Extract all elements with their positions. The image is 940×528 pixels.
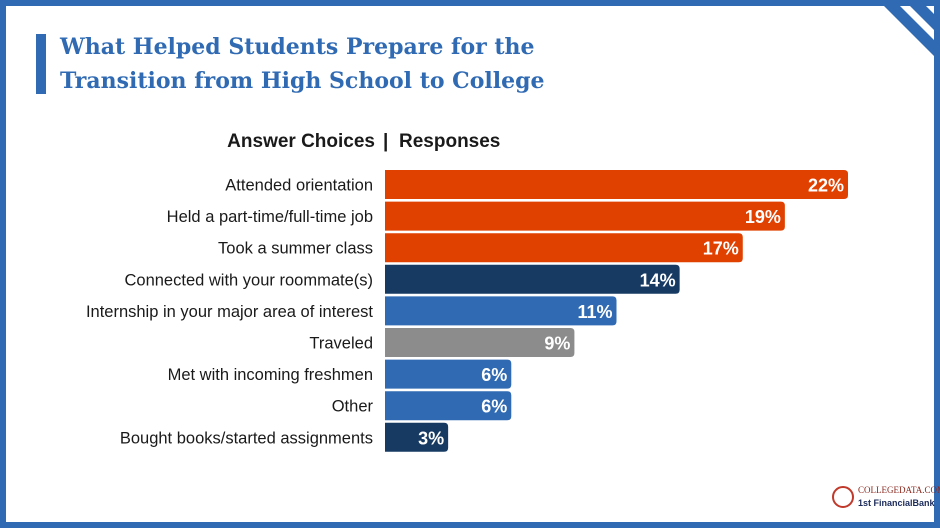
value-label: 9% xyxy=(544,334,570,354)
value-label: 3% xyxy=(418,428,444,448)
value-label: 11% xyxy=(577,302,612,322)
chart-title: What Helped Students Prepare for the Tra… xyxy=(60,30,620,98)
category-label: Attended orientation xyxy=(225,177,373,195)
collegedata-logo: COLLEGEDATA.COM 1st FinancialBank xyxy=(832,484,940,512)
category-label: Held a part-time/full-time job xyxy=(167,208,373,226)
bar xyxy=(385,328,575,357)
corner-stripes-decoration xyxy=(878,0,940,62)
seal-icon xyxy=(832,486,854,508)
value-label: 6% xyxy=(481,397,507,417)
responses-header: Responses xyxy=(399,131,501,152)
category-label: Traveled xyxy=(309,335,373,353)
value-label: 6% xyxy=(481,365,507,385)
bar xyxy=(385,359,512,389)
chart-title-line2: Transition from High School to College xyxy=(60,68,545,94)
bar xyxy=(385,296,617,326)
category-label: Internship in your major area of interes… xyxy=(86,303,373,321)
logo-line1: COLLEGEDATA.COM xyxy=(858,485,940,495)
answer-choices-header: Answer Choices xyxy=(227,131,375,152)
logo-line2: 1st FinancialBank xyxy=(858,498,935,508)
header-separator: | xyxy=(383,131,389,152)
value-label: 19% xyxy=(745,207,781,227)
bar xyxy=(385,170,848,199)
title-accent-bar xyxy=(36,34,46,94)
value-label: 14% xyxy=(640,270,676,290)
category-label: Other xyxy=(332,398,374,416)
bar xyxy=(385,391,512,421)
category-label: Took a summer class xyxy=(218,240,373,258)
value-label: 17% xyxy=(703,239,739,259)
column-header-row: Answer Choices | Responses xyxy=(0,131,940,157)
bar xyxy=(385,422,449,452)
category-label: Bought books/started assignments xyxy=(120,429,373,447)
category-label: Met with incoming freshmen xyxy=(168,366,373,384)
bar xyxy=(385,264,680,294)
value-label: 22% xyxy=(808,176,844,196)
bar xyxy=(385,201,785,231)
chart-title-line1: What Helped Students Prepare for the xyxy=(60,34,535,60)
category-label: Connected with your roommate(s) xyxy=(124,271,373,289)
bar xyxy=(385,233,743,263)
